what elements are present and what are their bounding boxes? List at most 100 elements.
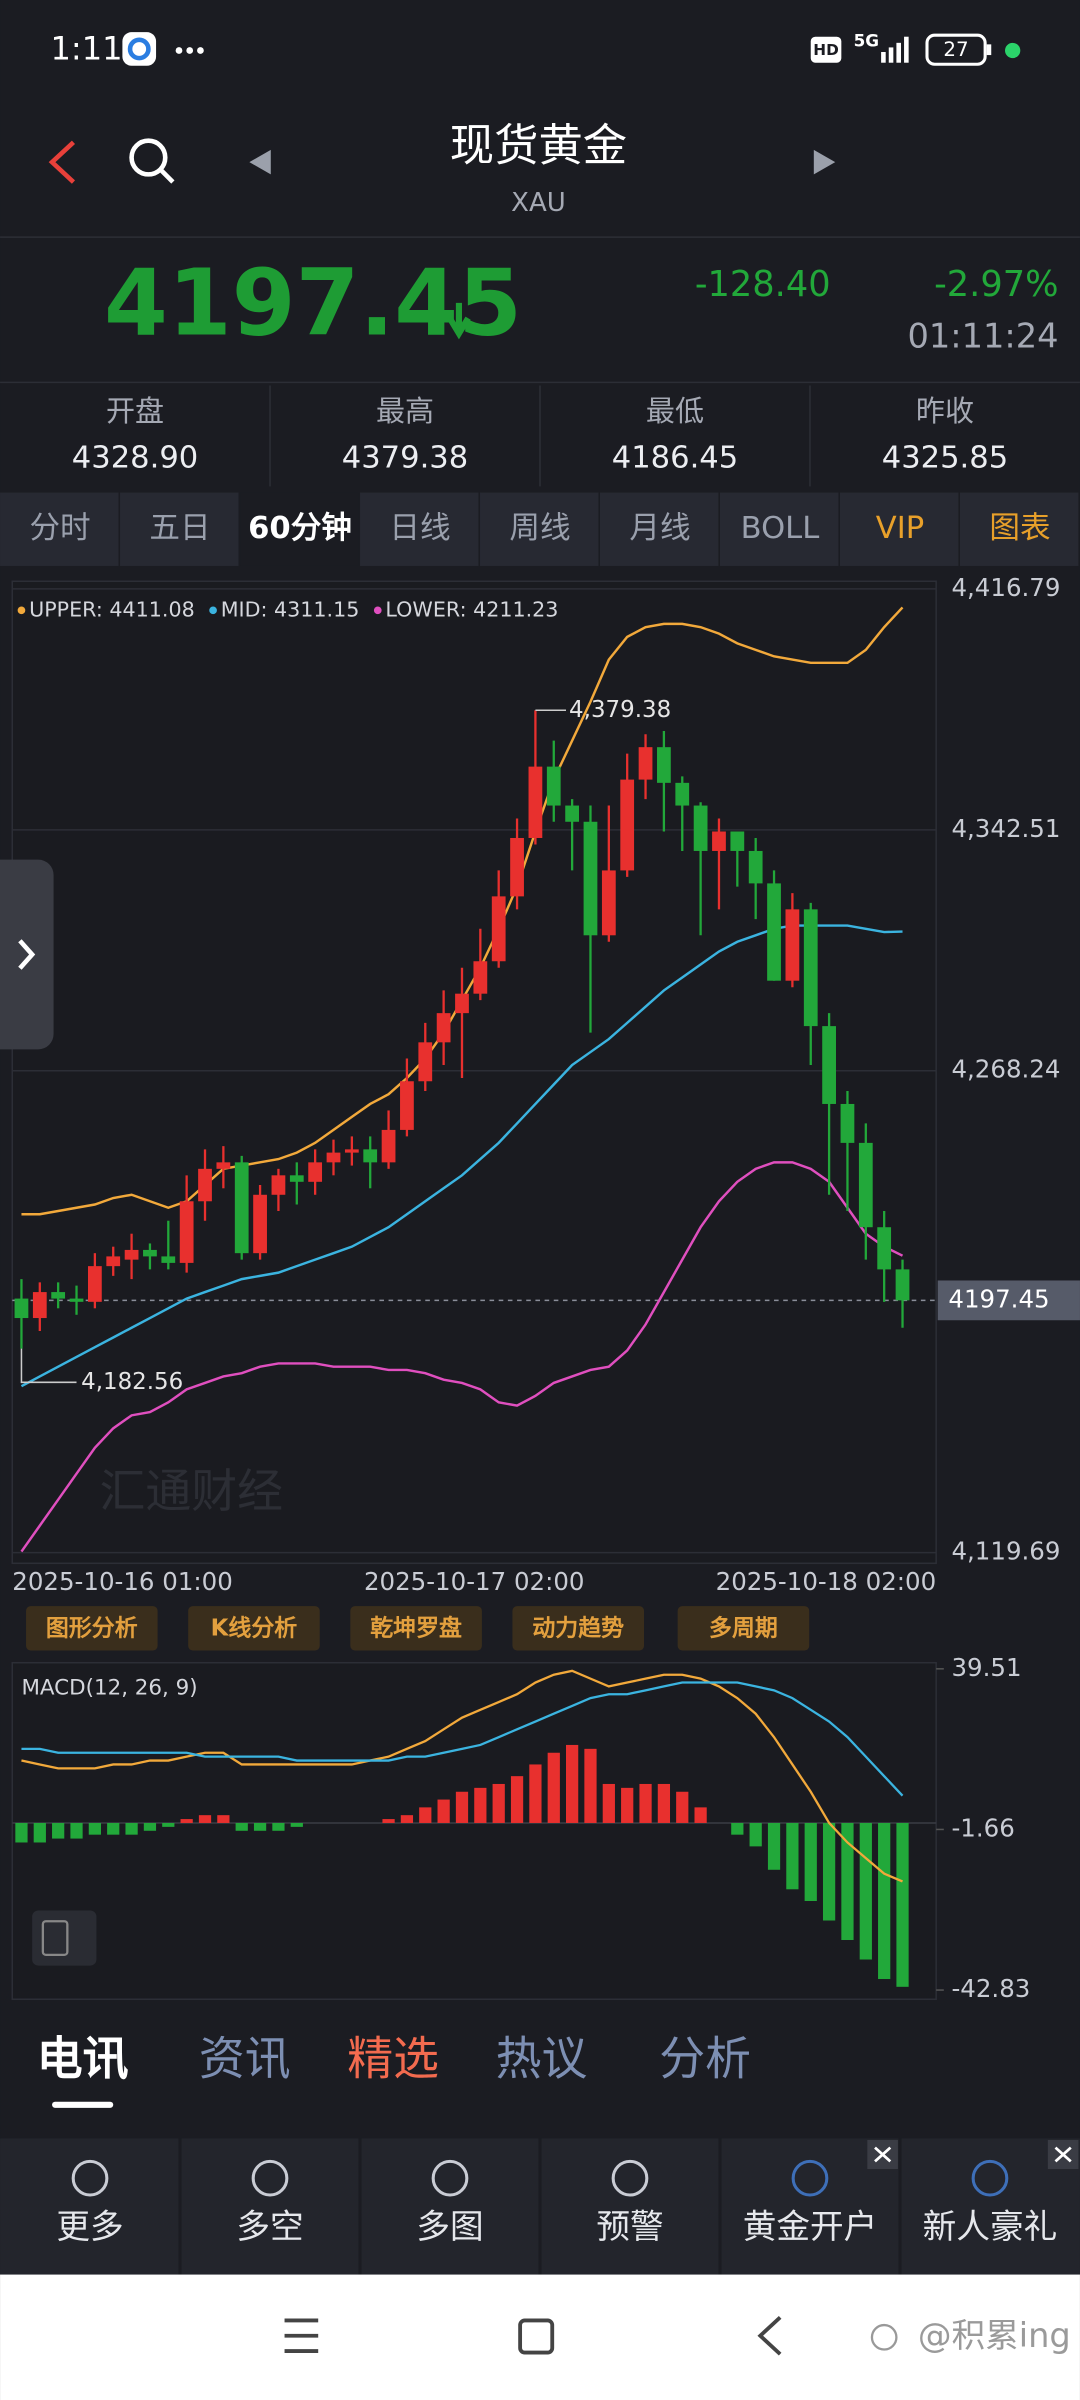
- fullscreen-button[interactable]: [32, 1910, 97, 1966]
- home-key[interactable]: [518, 2318, 555, 2355]
- legend-label: UPPER: 4411.08: [29, 597, 195, 621]
- side-arrow: [18, 939, 36, 970]
- candle-body: [381, 1129, 396, 1163]
- candle-body: [767, 883, 781, 981]
- nav-label[interactable]: 更多: [56, 2207, 123, 2246]
- next-button[interactable]: [813, 149, 836, 175]
- back-button[interactable]: [48, 140, 76, 184]
- candle-body: [895, 1269, 910, 1301]
- nav-icon[interactable]: [791, 2159, 829, 2197]
- candle-body: [473, 961, 488, 994]
- tab-label: 图表: [989, 511, 1050, 546]
- candle-body: [124, 1249, 139, 1260]
- tool-button[interactable]: [26, 1606, 158, 1651]
- tab[interactable]: [360, 492, 479, 566]
- tab[interactable]: [599, 492, 719, 566]
- annotation-leader: [20, 1348, 77, 1384]
- macd-bar: [162, 1822, 175, 1827]
- nav-label[interactable]: 预警: [596, 2207, 663, 2246]
- candle-body: [418, 1042, 433, 1082]
- macd-bar: [602, 1783, 615, 1823]
- tab[interactable]: [839, 492, 959, 566]
- tab[interactable]: [959, 492, 1079, 566]
- macd-title: MACD(12, 26, 9): [21, 1676, 197, 1701]
- stat-label: 开盘: [106, 394, 164, 428]
- nav-label[interactable]: 黄金开户: [743, 2207, 878, 2246]
- hd-text: HD: [813, 41, 838, 59]
- tab-label: 60分钟: [248, 511, 352, 546]
- tab-label: 分时: [29, 511, 90, 546]
- quote-time: 01:11:24: [907, 317, 1058, 356]
- menu-key[interactable]: [284, 2318, 319, 2353]
- down-arrow: [447, 302, 471, 340]
- macd-chart: MACD(12, 26, 9) 39.51 -1.66 -42.83: [12, 1653, 1030, 2003]
- candle-body: [455, 993, 469, 1014]
- nav-label[interactable]: 新人豪礼: [923, 2207, 1058, 2246]
- annotation: 4,379.38: [569, 697, 671, 723]
- chart-watermark: 汇通财经: [99, 1464, 283, 1518]
- candle-body: [198, 1168, 212, 1202]
- candle-body: [344, 1149, 359, 1153]
- tool-button[interactable]: [512, 1606, 645, 1651]
- macd-bar: [88, 1822, 101, 1835]
- candle-body: [143, 1249, 157, 1257]
- candle-body: [803, 909, 818, 1027]
- nav-icon[interactable]: [431, 2159, 469, 2197]
- macd-bar: [107, 1822, 120, 1835]
- news-tab[interactable]: 资讯: [199, 2031, 291, 2085]
- nav-icon[interactable]: [971, 2159, 1009, 2197]
- macd-bar: [749, 1822, 762, 1847]
- candle-body: [620, 779, 635, 871]
- tab[interactable]: [480, 492, 599, 566]
- system-nav: [0, 2274, 1080, 2400]
- nav-icon[interactable]: [71, 2159, 109, 2197]
- change-pct: -2.97%: [934, 264, 1058, 305]
- macd-bar: [180, 1819, 193, 1823]
- macd-bar: [455, 1791, 469, 1823]
- y-tick-label: 4,268.24: [951, 1055, 1060, 1084]
- news-tab[interactable]: 分析: [659, 2031, 751, 2085]
- tool-button[interactable]: [188, 1606, 320, 1651]
- tool-label: 图形分析: [46, 1616, 138, 1642]
- side-handle[interactable]: [0, 859, 54, 1050]
- zhihu-logo: [870, 2323, 898, 2351]
- tool-button[interactable]: [350, 1606, 482, 1651]
- network: 5G: [854, 30, 880, 50]
- subtitle: XAU: [511, 188, 566, 218]
- tab[interactable]: [120, 492, 239, 566]
- tab[interactable]: [719, 492, 839, 566]
- y-tick-label: -42.83: [951, 1974, 1030, 2003]
- search-button[interactable]: [129, 138, 168, 177]
- macd-bar: [510, 1776, 524, 1823]
- nav-icon[interactable]: [251, 2159, 289, 2197]
- nav-label[interactable]: 多空: [236, 2207, 303, 2246]
- stat-label: 最低: [646, 394, 704, 428]
- annotation: 4,182.56: [81, 1369, 183, 1395]
- macd-bar: [217, 1815, 230, 1823]
- candle-body: [510, 837, 524, 897]
- tab[interactable]: [240, 492, 359, 566]
- back-key[interactable]: [757, 2315, 782, 2356]
- macd-bar: [896, 1822, 909, 1987]
- candle-body: [289, 1175, 304, 1182]
- prev-button[interactable]: [249, 149, 271, 175]
- candle-body: [601, 870, 616, 936]
- macd-line: [21, 1681, 904, 1797]
- macd-bar: [547, 1752, 560, 1823]
- macd-bar: [731, 1822, 744, 1835]
- news-tab[interactable]: 热议: [496, 2031, 588, 2085]
- tool-label: 动力趋势: [532, 1616, 624, 1642]
- news-tab[interactable]: 电讯: [37, 2031, 129, 2085]
- chart-frame: [11, 580, 937, 1565]
- nav-icon[interactable]: [611, 2159, 649, 2197]
- macd-bar: [621, 1787, 634, 1823]
- tab-label: 日线: [389, 511, 450, 546]
- tab[interactable]: [0, 492, 119, 566]
- macd-bar: [639, 1783, 652, 1823]
- tool-button[interactable]: [677, 1606, 810, 1651]
- last-price-box: [937, 1280, 1080, 1321]
- nav-label[interactable]: 多图: [416, 2207, 483, 2246]
- news-tab[interactable]: 精选: [347, 2031, 439, 2085]
